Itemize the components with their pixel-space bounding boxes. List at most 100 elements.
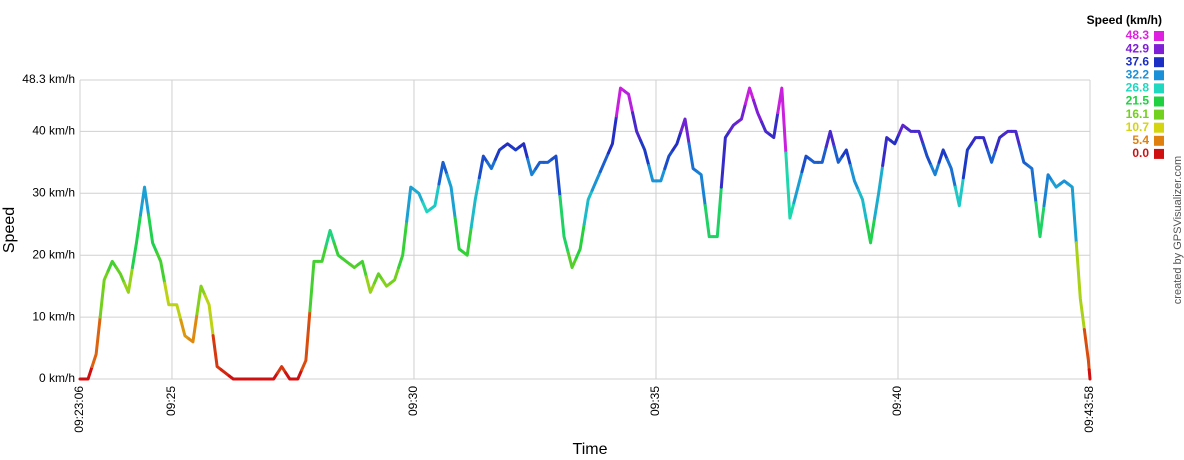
line-segment — [614, 86, 627, 118]
line-segment — [1026, 163, 1038, 205]
line-segment — [1010, 129, 1022, 149]
y-axis-label: Speed — [1, 207, 18, 253]
line-segment — [147, 213, 159, 254]
line-segment — [937, 148, 949, 164]
line-segment — [122, 266, 134, 294]
line-segment — [953, 176, 965, 208]
line-segment — [832, 145, 844, 164]
line-segment — [679, 117, 691, 146]
line-segment — [792, 170, 804, 205]
legend-label: 10.7 — [1126, 120, 1150, 134]
line-segment — [929, 160, 941, 177]
line-segment — [276, 365, 288, 375]
line-segment — [735, 102, 748, 124]
line-segment — [82, 365, 94, 381]
line-segment — [558, 194, 570, 254]
line-segment — [203, 293, 215, 338]
line-segment — [703, 204, 715, 239]
line-segment — [90, 315, 102, 369]
line-segment — [913, 129, 925, 146]
line-segment — [848, 163, 860, 192]
line-segment — [437, 160, 449, 186]
line-segment — [292, 368, 304, 381]
legend-label: 37.6 — [1126, 54, 1150, 68]
legend-label: 16.1 — [1126, 107, 1150, 121]
x-tick-label: 09:40 — [890, 386, 904, 416]
line-segment — [485, 157, 497, 171]
line-segment — [356, 259, 368, 279]
line-segment — [477, 154, 489, 180]
line-segment — [1066, 182, 1078, 245]
line-segment — [518, 142, 530, 161]
legend-title: Speed (km/h) — [1087, 13, 1162, 27]
line-segment — [623, 89, 635, 115]
line-segment — [1034, 201, 1046, 239]
line-segment — [824, 129, 836, 149]
y-tick-label: 20 km/h — [32, 247, 75, 261]
line-segment — [187, 312, 199, 344]
line-segment — [114, 266, 126, 285]
line-segment — [574, 222, 586, 260]
legend-label: 5.4 — [1132, 133, 1149, 147]
line-segment — [663, 148, 675, 171]
line-segment — [106, 259, 118, 273]
line-segment — [332, 241, 344, 260]
line-segment — [639, 139, 651, 167]
legend-label: 42.9 — [1126, 41, 1150, 55]
line-segment — [945, 157, 957, 189]
line-segment — [461, 225, 473, 257]
line-segment — [179, 318, 191, 341]
line-segment — [421, 201, 433, 214]
line-segment — [719, 129, 731, 189]
line-segment — [469, 176, 481, 229]
line-segment — [873, 163, 885, 220]
line-segment — [752, 98, 764, 124]
line-segment — [840, 148, 852, 167]
legend-swatch — [1154, 122, 1164, 133]
line-segment — [969, 136, 981, 146]
line-segment — [1042, 173, 1054, 208]
line-segment — [889, 132, 901, 146]
line-segment — [550, 154, 562, 198]
legend-swatch — [1154, 96, 1164, 107]
line-segment — [744, 86, 756, 106]
credit: created by GPSVisualizer.com — [1172, 156, 1184, 304]
line-segment — [268, 371, 280, 381]
line-segment — [526, 157, 538, 177]
x-tick-label: 09:23:06 — [72, 386, 86, 433]
line-segment — [308, 259, 320, 313]
line-segment — [921, 142, 933, 167]
legend-swatch — [1154, 83, 1164, 94]
line-segment — [429, 182, 441, 211]
line-segment — [961, 142, 973, 180]
line-segment — [776, 86, 788, 155]
legend-swatch — [1154, 44, 1164, 55]
line-segment — [671, 129, 683, 152]
line-segment — [348, 262, 360, 270]
line-segment — [606, 114, 618, 155]
legend-label: 48.3 — [1126, 28, 1150, 42]
y-tick-label: 48.3 km/h — [22, 72, 75, 86]
line-segment — [372, 272, 385, 285]
line-segment — [1050, 179, 1062, 189]
y-tick-label: 30 km/h — [32, 185, 75, 199]
line-segment — [1087, 368, 1092, 381]
line-segment — [219, 368, 231, 378]
line-segment — [155, 250, 167, 285]
line-segment — [510, 145, 522, 152]
line-segment — [493, 145, 506, 161]
line-segment — [171, 303, 183, 322]
line-segment — [316, 244, 328, 263]
line-segment — [1018, 145, 1030, 167]
line-segment — [631, 111, 643, 143]
line-segment — [598, 151, 610, 174]
line-segment — [534, 160, 546, 171]
line-segment — [655, 167, 667, 183]
line-segment — [566, 250, 578, 270]
line-segment — [768, 111, 780, 140]
line-segment — [130, 213, 143, 270]
line-segment — [590, 170, 602, 192]
line-segment — [800, 154, 812, 174]
line-segment — [727, 120, 739, 133]
line-segment — [340, 256, 352, 266]
